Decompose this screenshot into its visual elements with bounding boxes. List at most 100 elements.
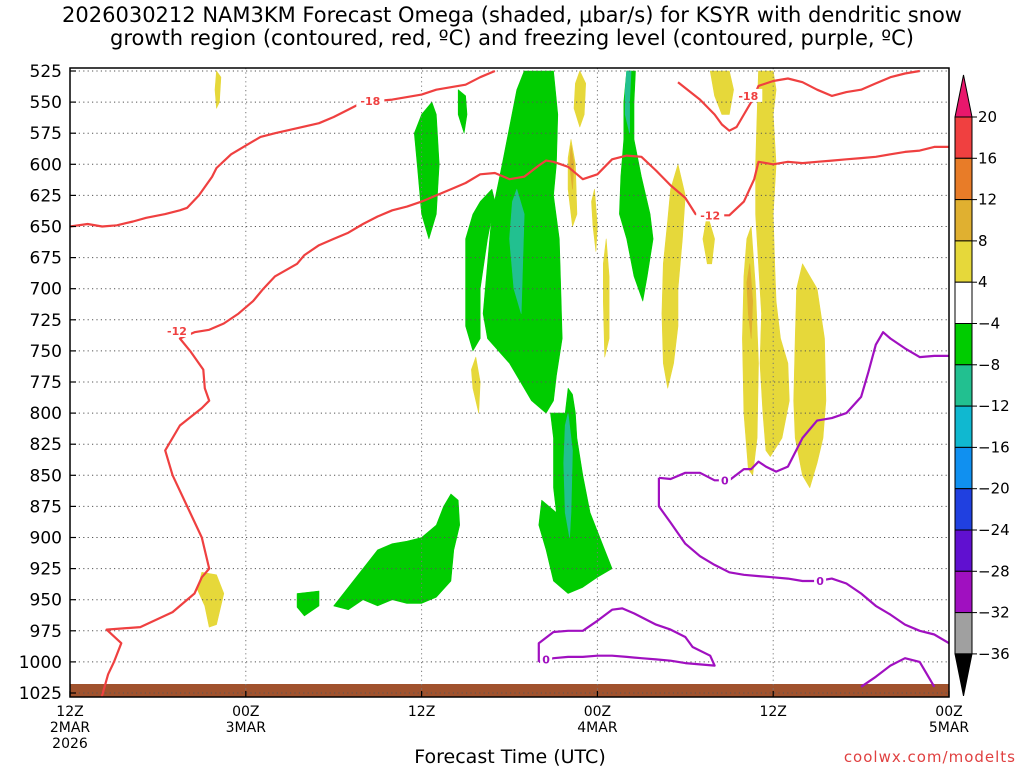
colorbar-segment [954, 405, 973, 448]
colorbar-segment [954, 199, 973, 242]
y-tick-label: 625 [30, 186, 62, 206]
x-tick-label: 00Z [584, 704, 611, 720]
colorbar-label: −32 [978, 604, 1010, 622]
contour-line-3 [658, 331, 949, 482]
omega-region-2 [413, 101, 440, 240]
contour-label-bg [356, 93, 385, 107]
contour-label: -18 [360, 95, 380, 108]
colorbar-segment [954, 323, 973, 366]
omega-region-6 [333, 493, 461, 611]
omega-region-8 [509, 188, 525, 314]
omega-region-11 [573, 70, 587, 128]
y-tick-label: 900 [30, 529, 62, 549]
colorbar-segment [954, 157, 973, 201]
x-tick-label: 2026 [52, 736, 88, 752]
chart-title: 2026030212 NAM3KM Forecast Omega (shaded… [62, 3, 962, 50]
y-tick-label: 1000 [19, 653, 62, 673]
x-tick-label: 5MAR [929, 720, 970, 736]
contour-label-bg [540, 652, 553, 666]
colorbar-segment [954, 612, 973, 655]
contour-line-6 [860, 657, 936, 688]
contour-label-bg [696, 208, 725, 222]
omega-region-16 [755, 70, 790, 457]
contour-label: 0 [542, 653, 550, 666]
x-tick-label: 3MAR [226, 720, 267, 736]
y-tick-label: 975 [30, 622, 62, 642]
colorbar-label: −20 [978, 480, 1010, 498]
omega-region-18 [702, 213, 715, 265]
colorbar-label: 20 [978, 108, 997, 126]
x-tick-label: 4MAR [577, 720, 618, 736]
colorbar-segment [954, 488, 973, 531]
contour-label: -12 [167, 325, 187, 338]
omega-region-3 [457, 89, 468, 134]
colorbar-label: 12 [978, 191, 997, 209]
y-tick-label: 750 [30, 342, 62, 362]
y-tick-label: 600 [30, 155, 62, 175]
x-tick-label: 12Z [408, 704, 435, 720]
contour-line-2 [100, 145, 949, 697]
y-tick-label: 550 [30, 93, 62, 113]
x-axis-label: Forecast Time (UTC) [414, 746, 606, 768]
x-tick-label: 00Z [232, 704, 259, 720]
y-tick-label: 675 [30, 249, 62, 269]
x-tick-label: 2MAR [50, 720, 91, 736]
omega-region-7 [296, 590, 320, 617]
terrain-ground [70, 684, 949, 697]
omega-region-15 [709, 70, 734, 115]
y-tick-label: 925 [30, 560, 62, 580]
colorbar-segment [954, 281, 973, 325]
y-axis: 525 550 575 600 625 650 675 700 725 750 775 800 825 8… [19, 62, 76, 704]
colorbar-label: 4 [978, 273, 988, 291]
omega-region-23 [214, 70, 222, 109]
contour-label-bg [162, 323, 191, 337]
temperature-contours: -18 -18 -12 -12 0 0 0 [70, 69, 949, 697]
contour-label-bg [734, 88, 763, 102]
colorbar-segment [954, 570, 973, 614]
colorbar-top-arrow [954, 74, 973, 118]
y-tick-label: 700 [30, 280, 62, 300]
colorbar-label: −28 [978, 562, 1010, 580]
colorbar-segment [954, 116, 973, 159]
colorbar-label: −12 [978, 397, 1010, 415]
y-tick-label: 775 [30, 373, 62, 393]
y-tick-label: 525 [30, 62, 62, 82]
credit-link[interactable]: coolwx.com/modelts [843, 748, 1016, 766]
y-tick-label: 950 [30, 591, 62, 611]
x-tick-label: 00Z [935, 704, 962, 720]
y-tick-label: 1025 [19, 684, 62, 704]
y-tick-label: 575 [30, 124, 62, 144]
omega-region-5 [538, 387, 613, 594]
omega-region-19 [793, 263, 827, 489]
y-tick-label: 725 [30, 311, 62, 331]
y-tick-label: 650 [30, 218, 62, 238]
y-tick-label: 850 [30, 466, 62, 486]
colorbar-label: −24 [978, 521, 1010, 539]
omega-region-13 [591, 188, 598, 252]
colorbar-segment [954, 529, 973, 572]
contour-label-bg [718, 473, 731, 487]
colorbar-label: 8 [978, 232, 988, 250]
colorbar-label: −16 [978, 438, 1010, 456]
omega-region-25 [569, 145, 575, 190]
contour-label: 0 [816, 575, 824, 588]
colorbar-bottom-arrow [954, 653, 973, 696]
x-tick-label: 12Z [56, 704, 83, 720]
omega-region-4 [619, 70, 654, 302]
x-tick-label: 12Z [759, 704, 786, 720]
colorbar: 20 16 12 8 4 −4 −8 −12 −16 −20 −24 −28 −32 −36 [954, 74, 1010, 696]
omega-region-14 [602, 238, 610, 358]
contour-label: -18 [738, 90, 758, 103]
omega-region-21 [197, 571, 225, 628]
contour-line-0 [70, 69, 496, 228]
omega-region-17 [661, 164, 686, 389]
contour-line-5 [537, 607, 716, 667]
y-tick-label: 800 [30, 404, 62, 424]
colorbar-label: −8 [978, 356, 1000, 374]
contour-label: 0 [721, 474, 729, 487]
contour-label-bg [814, 574, 827, 588]
y-tick-label: 825 [30, 435, 62, 455]
omega-region-22 [471, 356, 481, 414]
